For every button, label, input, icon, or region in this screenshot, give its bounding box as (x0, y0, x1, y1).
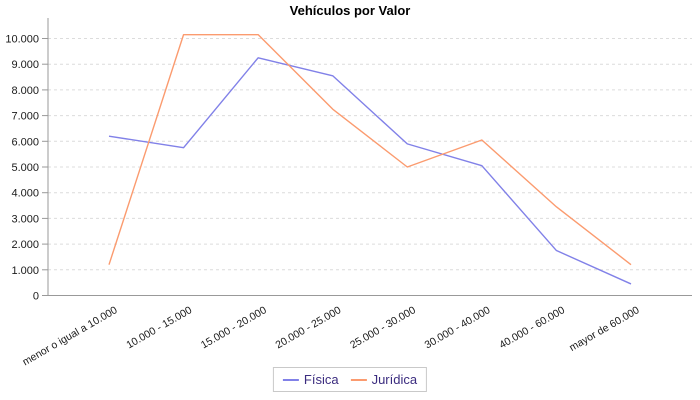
y-tick-label: 5.000 (11, 162, 39, 174)
legend-swatch-fisica (282, 378, 299, 381)
y-tick-label: 8.000 (11, 85, 39, 97)
series-line-fisica (108, 57, 632, 285)
series-layer (108, 33, 632, 285)
x-category-label: 40.000 - 60.000 (497, 304, 567, 351)
x-category-label: menor o igual a 10.000 (20, 304, 119, 368)
x-category-label: mayor de 60.000 (567, 304, 641, 354)
chart-title: Vehículos por Valor (290, 3, 411, 18)
y-tick-label: 10.000 (5, 34, 39, 46)
x-category-label: 20.000 - 25.000 (274, 304, 344, 351)
legend-swatch-juridica (350, 378, 367, 381)
y-tick-label: 9.000 (11, 59, 39, 71)
y-tick-label: 6.000 (11, 136, 39, 148)
x-category-label: 10.000 - 15.000 (124, 304, 194, 351)
x-category-label: 25.000 - 30.000 (348, 304, 418, 351)
x-category-label: 15.000 - 20.000 (199, 304, 269, 351)
legend: Física Jurídica (272, 367, 428, 392)
y-tick-label: 1.000 (11, 265, 39, 277)
x-axis-label-layer: menor o igual a 10.000 10.000 - 15.000 15.… (20, 304, 641, 368)
legend-item-juridica: Jurídica (350, 372, 418, 387)
series-line-juridica (108, 33, 632, 266)
x-category-label: 30.000 - 40.000 (423, 304, 493, 351)
y-tick-label: 0 (33, 291, 39, 303)
legend-label-juridica: Jurídica (371, 372, 418, 387)
y-tick-label: 2.000 (11, 239, 39, 251)
y-tick-label: 4.000 (11, 188, 39, 200)
gridline-layer (48, 38, 692, 271)
y-tick-label: 7.000 (11, 111, 39, 123)
y-tick-label: 3.000 (11, 213, 39, 225)
axis-layer: 0 1.000 2.000 3.000 4.000 5.000 6.000 7.000 8.00… (5, 18, 692, 303)
legend-item-fisica: Física (282, 372, 339, 387)
legend-label-fisica: Física (303, 372, 339, 387)
